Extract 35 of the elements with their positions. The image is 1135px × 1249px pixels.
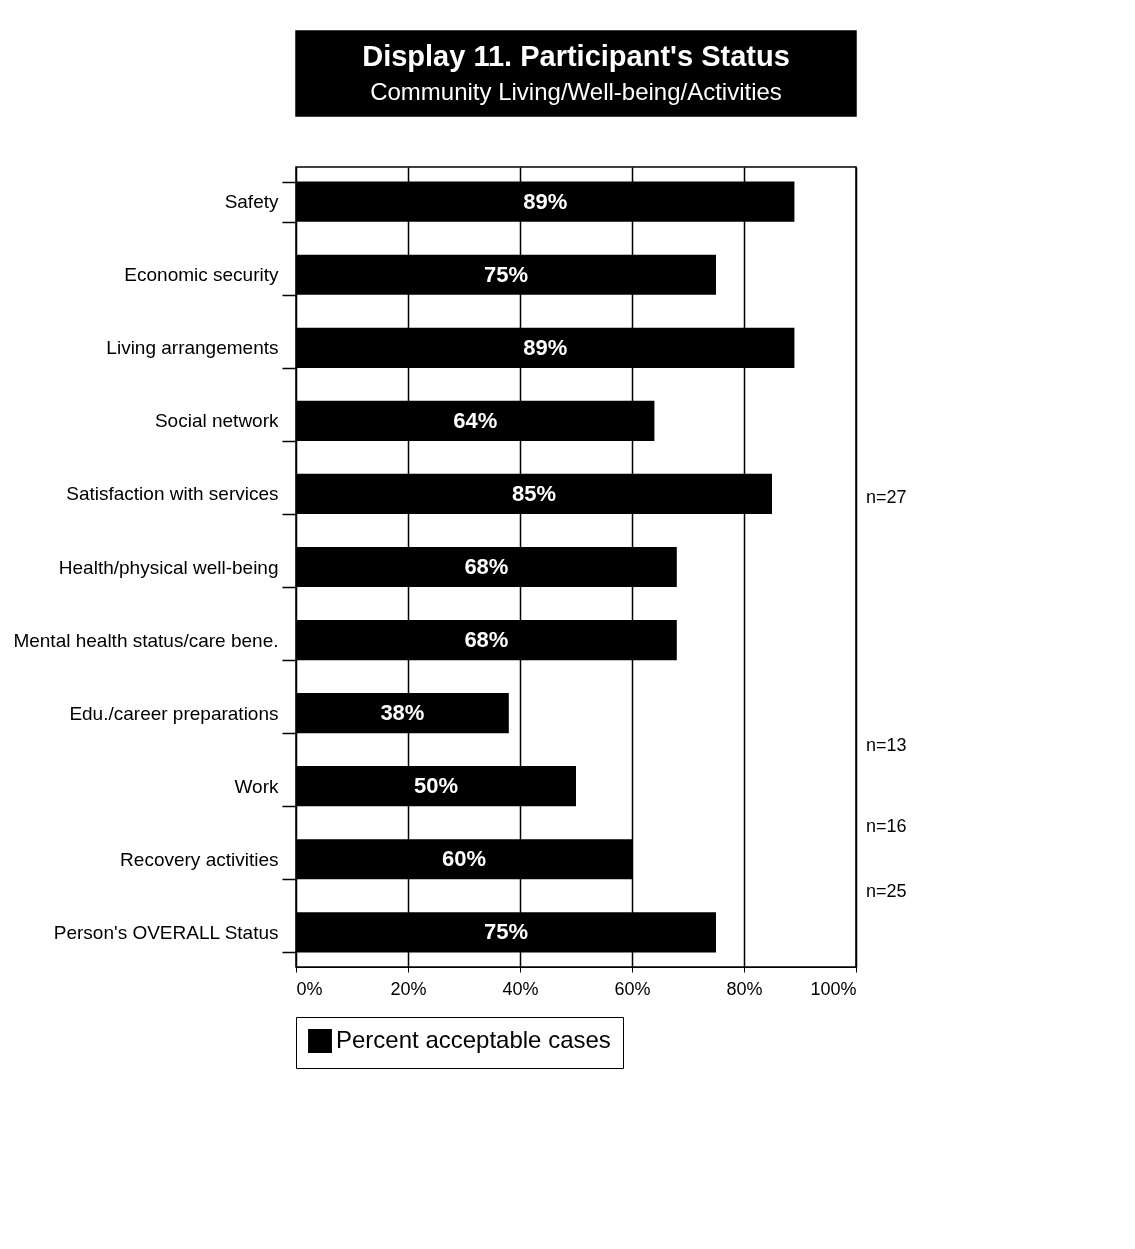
text: n=13	[866, 735, 907, 756]
data-label: 50%	[413, 773, 459, 799]
y-tick-label: Living arrangements	[106, 337, 279, 359]
text: n=25	[866, 881, 907, 902]
data-label: 64%	[453, 407, 498, 433]
y-tick-label: Edu./career preparations	[69, 702, 279, 724]
data-label: 89%	[523, 334, 568, 360]
data-label: 38%	[380, 700, 425, 726]
y-tick-label: Work	[234, 775, 279, 797]
x-tick-label: 100%	[810, 978, 857, 999]
x-tick-label: 80%	[726, 978, 763, 999]
x-tick-label: 0%	[296, 978, 323, 999]
data-label: 85%	[511, 480, 557, 506]
x-tick-label: 60%	[614, 978, 651, 999]
y-tick-label: Social network	[154, 410, 279, 432]
y-tick-label: Economic security	[124, 264, 279, 286]
y-tick-label: Safety	[224, 191, 279, 213]
x-tick-label: 20%	[390, 978, 427, 999]
text: n=16	[866, 815, 907, 836]
y-tick-label: Health/physical well-being	[58, 556, 279, 578]
data-label: 68%	[464, 554, 509, 579]
legend-label: Percent acceptable cases	[336, 1026, 611, 1053]
x-tick-label: 40%	[502, 978, 539, 999]
y-tick-label: Mental health status/care bene.	[13, 629, 279, 651]
y-tick-label: Satisfaction with services	[66, 483, 279, 505]
data-label: 75%	[483, 919, 529, 945]
data-label: 68%	[464, 627, 509, 653]
chart-title: Display 11. Participant's Status	[362, 40, 790, 72]
y-tick-label: Person's OVERALL Status	[53, 921, 279, 943]
data-label: 75%	[483, 261, 529, 287]
text: n=27	[866, 486, 907, 507]
data-label: 89%	[523, 188, 568, 214]
chart-subtitle: Community Living/Well-being/Activities	[370, 78, 782, 105]
y-tick-label: Recovery activities	[120, 848, 279, 870]
data-label: 60%	[441, 846, 487, 872]
